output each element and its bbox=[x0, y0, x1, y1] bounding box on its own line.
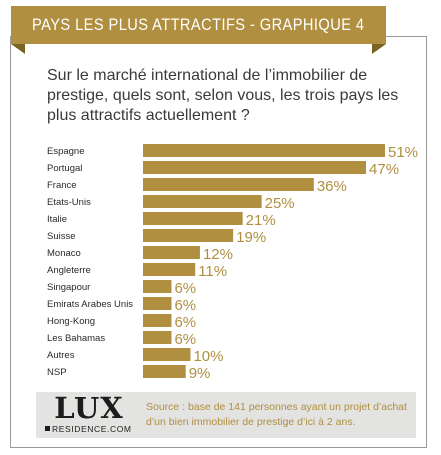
title-banner: PAYS LES PLUS ATTRACTIFS - GRAPHIQUE 4 bbox=[11, 6, 386, 44]
category-label: Portugal bbox=[47, 163, 82, 174]
category-label: Hong-Kong bbox=[47, 316, 95, 327]
category-label: Singapour bbox=[47, 282, 90, 293]
bar bbox=[143, 161, 367, 174]
category-label: Les Bahamas bbox=[47, 333, 105, 344]
value-label: 6% bbox=[174, 331, 196, 348]
category-label: Italie bbox=[47, 214, 67, 225]
bar bbox=[143, 297, 172, 310]
bar bbox=[143, 229, 234, 242]
bar bbox=[143, 263, 196, 276]
banner-fold-left bbox=[11, 44, 25, 54]
value-label: 12% bbox=[203, 246, 233, 263]
footer: LUX RESIDENCE.COM Source : base de 141 p… bbox=[36, 391, 416, 438]
value-label: 10% bbox=[193, 348, 223, 365]
bar bbox=[143, 195, 262, 208]
category-label: Emirats Arabes Unis bbox=[47, 299, 133, 310]
value-label: 6% bbox=[174, 280, 196, 297]
logo-sub-text: RESIDENCE.COM bbox=[52, 424, 132, 434]
bar bbox=[143, 348, 191, 361]
category-label: Angleterre bbox=[47, 265, 91, 276]
bar bbox=[143, 178, 314, 191]
value-label: 6% bbox=[174, 297, 196, 314]
value-label: 25% bbox=[265, 195, 295, 212]
bar bbox=[143, 314, 172, 327]
category-label: Etats-Unis bbox=[47, 197, 91, 208]
logo-square-mark bbox=[45, 426, 50, 431]
value-label: 21% bbox=[246, 212, 276, 229]
bar bbox=[143, 246, 200, 259]
value-label: 47% bbox=[369, 161, 399, 178]
category-label: France bbox=[47, 180, 77, 191]
lux-residence-logo: LUX RESIDENCE.COM bbox=[42, 391, 136, 435]
category-label: Suisse bbox=[47, 231, 76, 242]
bar bbox=[143, 144, 385, 157]
bar bbox=[143, 365, 186, 378]
logo-main-text: LUX bbox=[54, 391, 124, 425]
banner-fold-right bbox=[372, 44, 386, 54]
bar bbox=[143, 331, 172, 344]
value-label: 6% bbox=[174, 314, 196, 331]
category-label: Espagne bbox=[47, 146, 85, 157]
chart-title: PAYS LES PLUS ATTRACTIFS - GRAPHIQUE 4 bbox=[32, 15, 365, 34]
value-label: 19% bbox=[236, 229, 266, 246]
value-label: 51% bbox=[388, 144, 418, 161]
category-label: Autres bbox=[47, 350, 75, 361]
survey-question: Sur le marché international de l’immobil… bbox=[47, 67, 399, 124]
value-label: 11% bbox=[198, 263, 227, 280]
value-label: 9% bbox=[189, 365, 211, 382]
category-label: Monaco bbox=[47, 248, 81, 259]
source-note: Source : base de 141 personnes ayant un … bbox=[146, 401, 407, 428]
category-label: NSP bbox=[47, 367, 67, 378]
bar bbox=[143, 280, 172, 293]
bar bbox=[143, 212, 243, 225]
value-label: 36% bbox=[317, 178, 347, 195]
